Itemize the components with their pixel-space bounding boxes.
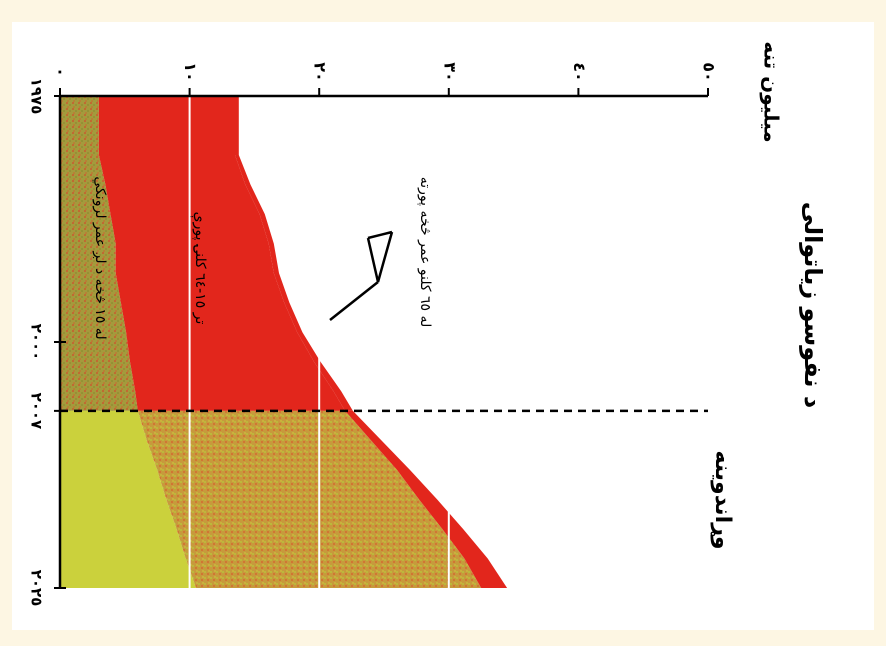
area-children-historical [60, 96, 138, 411]
y-tick-label: ١٠ [181, 62, 200, 82]
y-tick-label: ٥٠ [700, 62, 719, 82]
stacked-areas [60, 96, 508, 588]
chart-title: د نفوسو زياتوالی [799, 202, 827, 408]
guide-lines [188, 96, 580, 588]
elderly-annotation: له ٦٥ کلنو عمر څخه پورته [417, 177, 433, 328]
area-working-age-historical [98, 96, 346, 411]
area-children-projected [60, 410, 197, 588]
x-tick-label: ٢٠٠٧ [28, 393, 46, 430]
elderly-leader-line [329, 230, 394, 321]
y-tick-label: ٠ [52, 67, 71, 77]
x-tick-label: ٢٠٢٥ [28, 570, 46, 607]
x-tick-label: ١٩٧٥ [28, 78, 46, 115]
y-tick-label: ٣٠ [440, 62, 459, 82]
y-tick-label: ٢٠ [311, 62, 330, 82]
chart-labels: د نفوسو زياتوالی ميليون تنه وړاندوينه له… [92, 41, 827, 549]
y-axis-label: ميليون تنه [760, 41, 784, 142]
working-age-annotation: تر ١٥-٦٤ کلنۍ پورې [190, 212, 208, 325]
y-tick-label: ٤٠ [570, 62, 589, 82]
projection-label: وړاندوينه [710, 450, 735, 549]
children-annotation: له ١٥ څخه د لږ عمر لرونکي [92, 176, 108, 339]
axes: ٠ ١٠ ٢٠ ٣٠ ٤٠ ٥٠ ١٩٧٥ ٢٠٠٠ ٢٠٠٧ ٢٠٢٥ [28, 62, 719, 606]
x-tick-label: ٢٠٠٠ [28, 324, 46, 361]
area-elderly-projected [345, 410, 508, 588]
area-working-age-projected [137, 410, 482, 588]
